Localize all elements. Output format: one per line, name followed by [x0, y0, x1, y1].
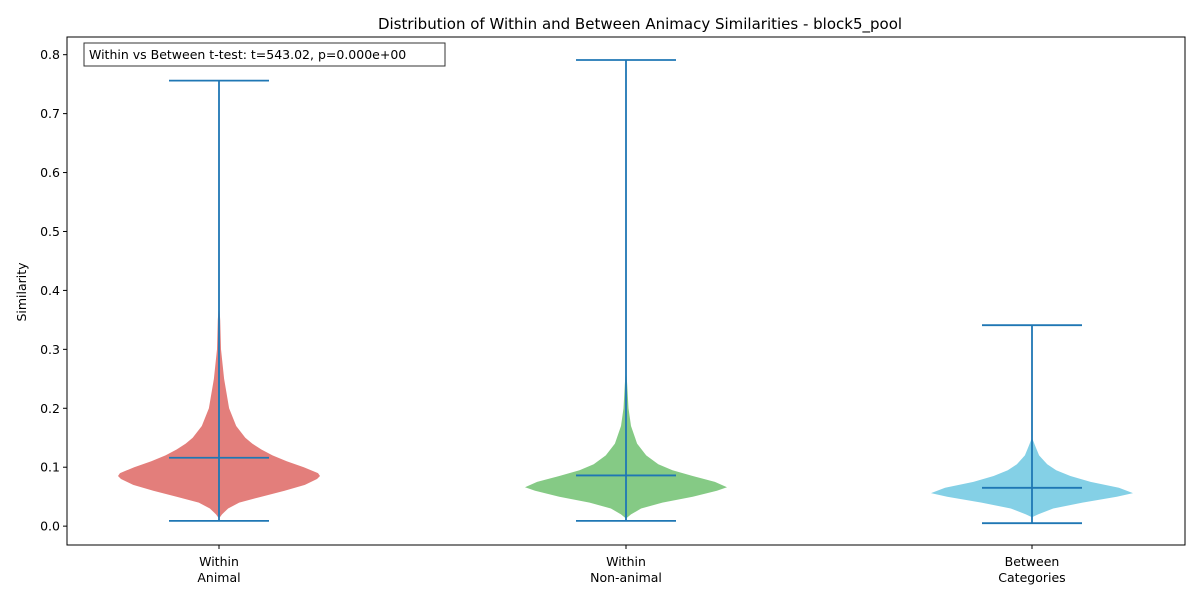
y-tick-label: 0.3: [40, 342, 60, 357]
plot-area: [118, 59, 1133, 525]
y-tick-label: 0.1: [40, 460, 60, 475]
x-tick-label: Animal: [197, 570, 240, 585]
y-tick-label: 0.6: [40, 165, 60, 180]
y-tick-label: 0.2: [40, 401, 60, 416]
x-tick-label: Non-animal: [590, 570, 662, 585]
violin-group: [931, 324, 1133, 525]
y-axis-label: Similarity: [14, 262, 29, 322]
x-tick-label: Within: [199, 554, 239, 569]
annotation-box: Within vs Between t-test: t=543.02, p=0.…: [83, 42, 446, 67]
violin-group: [525, 59, 727, 522]
violin-group: [118, 79, 320, 522]
y-tick-label: 0.5: [40, 224, 60, 239]
x-tick-label: Between: [1005, 554, 1060, 569]
x-tick-label: Within: [606, 554, 646, 569]
y-tick-label: 0.7: [40, 106, 60, 121]
y-axis: 0.0 0.1 0.2 0.3 0.4 0.5 0.6 0.7 0.8: [40, 47, 67, 534]
y-tick-label: 0.8: [40, 47, 60, 62]
x-axis: WithinAnimalWithinNon-animalBetweenCateg…: [197, 545, 1066, 585]
annotation-frame: [83, 42, 446, 67]
chart-title: Distribution of Within and Between Anima…: [378, 15, 902, 34]
y-tick-label: 0.4: [40, 283, 60, 298]
x-tick-label: Categories: [998, 570, 1065, 585]
y-tick-label: 0.0: [40, 519, 60, 534]
annotation-text: Within vs Between t-test: t=543.02, p=0.…: [89, 47, 406, 62]
